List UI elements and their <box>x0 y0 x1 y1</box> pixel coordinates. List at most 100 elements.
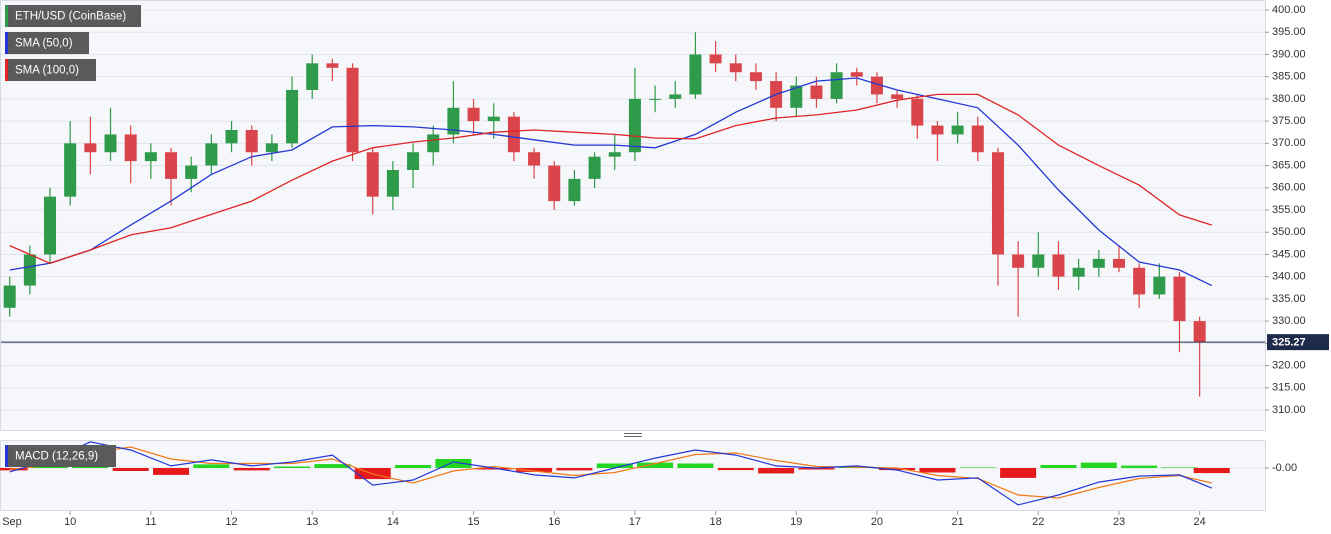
legend: ETH/USD (CoinBase) SMA (50,0) SMA (100,0… <box>5 5 141 467</box>
x-tick-label: 23 <box>1113 516 1125 528</box>
legend-swatch <box>5 5 8 27</box>
candle-body <box>1092 258 1105 268</box>
y-tick-label: 370.00 <box>1272 137 1306 149</box>
macd-histogram-bar <box>516 467 553 472</box>
candle-body <box>84 143 97 153</box>
y-tick-label: 395.00 <box>1272 26 1306 38</box>
macd-histogram-bar <box>435 458 472 468</box>
candle-body <box>951 125 964 135</box>
candle-body <box>407 152 420 170</box>
candle-body <box>729 63 742 73</box>
candle-body <box>306 63 319 90</box>
y-tick-label: 350.00 <box>1272 226 1306 238</box>
macd-histogram-bar <box>112 467 149 471</box>
y-tick-label: 335.00 <box>1272 293 1306 305</box>
candle-body <box>286 90 299 144</box>
candle-body <box>1153 276 1166 295</box>
candle-body <box>265 143 278 153</box>
legend-swatch <box>5 445 8 467</box>
macd-histogram-bar <box>637 462 674 468</box>
macd-histogram-bar <box>314 464 351 468</box>
candle-body <box>447 107 460 135</box>
candle-body <box>810 85 823 99</box>
candle-body <box>891 94 904 99</box>
candle-body <box>1072 267 1085 277</box>
candle-body <box>326 63 339 68</box>
y-tick-label: 360.00 <box>1272 182 1306 194</box>
y-tick-label: 400.00 <box>1272 4 1306 16</box>
legend-entry: SMA (50,0) <box>15 38 73 50</box>
y-tick-label: -0.00 <box>1272 462 1297 474</box>
macd-histogram-bar <box>395 464 432 468</box>
legend-box <box>5 5 141 27</box>
candle-body <box>165 152 178 179</box>
macd-histogram-bar <box>274 466 311 468</box>
macd-histogram-bar <box>233 467 270 471</box>
y-tick-label: 385.00 <box>1272 71 1306 83</box>
candle-body <box>649 98 662 100</box>
y-tick-label: 375.00 <box>1272 115 1306 127</box>
candle-body <box>1012 254 1025 268</box>
macd-histogram-bar <box>556 467 593 471</box>
macd-histogram-bar <box>193 464 230 468</box>
macd-histogram-bar <box>1121 465 1158 468</box>
candle-body <box>1052 254 1065 277</box>
macd-line <box>9 441 1213 506</box>
candle-body <box>205 143 218 166</box>
candle-body <box>870 76 883 95</box>
y-tick-label: 365.00 <box>1272 159 1306 171</box>
candle-body <box>991 152 1004 255</box>
candle-body <box>124 134 137 162</box>
macd-histogram-bar <box>1193 467 1230 474</box>
x-tick-label: 22 <box>1032 516 1044 528</box>
x-tick-label: 12 <box>225 516 237 528</box>
x-tick-label: 21 <box>951 516 963 528</box>
candle-body <box>971 125 984 153</box>
macd-histogram-bar <box>959 467 996 468</box>
candle-body <box>911 98 924 126</box>
sma-line <box>9 93 1212 264</box>
x-tick-label: 10 <box>64 516 76 528</box>
legend-swatch <box>5 32 8 54</box>
macd-histogram-bar <box>758 467 795 474</box>
candle-body <box>790 85 803 108</box>
macd-histogram-bar <box>1040 464 1077 468</box>
macd-histogram-bar <box>879 467 916 471</box>
macd-histogram-bar <box>717 467 754 471</box>
y-tick-label: 390.00 <box>1272 48 1306 60</box>
macd-histogram-bar <box>475 467 512 470</box>
candle-body <box>44 196 57 255</box>
candle-body <box>931 125 944 135</box>
candle-body <box>144 152 157 162</box>
macd-histogram-bar <box>153 467 190 475</box>
candle-body <box>568 178 581 202</box>
candle-body <box>709 54 722 64</box>
candle-body <box>628 98 641 153</box>
candle-body <box>749 72 762 82</box>
candle-body <box>427 134 440 153</box>
pane-resize-grip[interactable] <box>624 433 642 437</box>
x-tick-label: 17 <box>629 516 641 528</box>
x-tick-label: 11 <box>145 516 156 528</box>
candle-body <box>608 152 621 157</box>
candle-body <box>23 254 36 286</box>
candle-body <box>225 130 238 144</box>
y-tick-label: 315.00 <box>1272 382 1306 394</box>
sma-line <box>9 77 1213 287</box>
x-tick-label: 13 <box>306 516 318 528</box>
macd-title: MACD (12,26,9) <box>15 451 98 463</box>
legend-entry: SMA (100,0) <box>15 65 79 77</box>
macd-histogram-bar <box>1161 467 1198 468</box>
candle-body <box>1173 276 1186 322</box>
y-tick-label: 340.00 <box>1272 271 1306 283</box>
legend-box <box>5 32 89 54</box>
x-tick-label: 20 <box>871 516 883 528</box>
candle-body <box>507 116 520 153</box>
signal-line <box>9 446 1212 499</box>
y-tick-label: 345.00 <box>1272 248 1306 260</box>
x-tick-label: 19 <box>790 516 802 528</box>
x-tick-label: 15 <box>467 516 479 528</box>
x-tick-label: 18 <box>709 516 721 528</box>
plot-area: 310.00315.00320.00325.00330.00335.00340.… <box>0 4 1329 528</box>
